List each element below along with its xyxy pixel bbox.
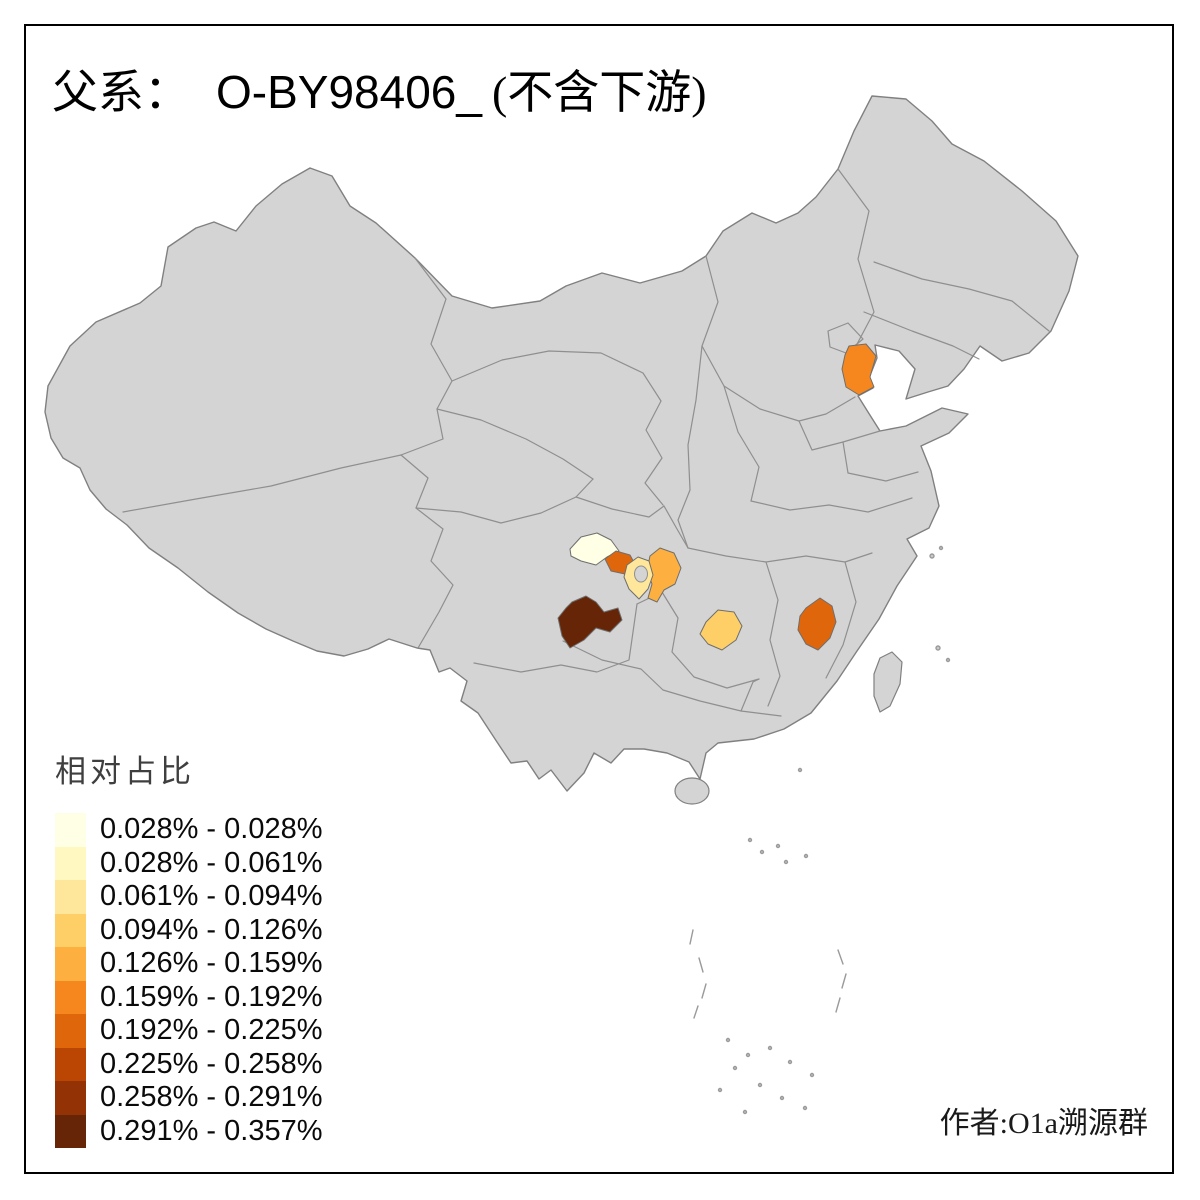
legend-item: 0.159% - 0.192% xyxy=(55,980,323,1014)
legend-label: 0.291% - 0.357% xyxy=(100,1114,323,1147)
legend-title: 相对占比 xyxy=(55,754,195,789)
legend-item: 0.258% - 0.291% xyxy=(55,1081,322,1115)
legend-label: 0.028% - 0.028% xyxy=(100,813,323,846)
map-region-7 xyxy=(699,609,743,651)
legend-item: 0.028% - 0.061% xyxy=(55,846,323,880)
islands xyxy=(674,545,951,1115)
hainan-island xyxy=(674,777,710,805)
no-data-enclave xyxy=(634,565,648,583)
legend: 相对占比 0.028% - 0.028% 0.028% - 0.061% 0.0… xyxy=(55,746,322,1148)
color-swatch xyxy=(55,1014,86,1048)
legend-label: 0.159% - 0.192% xyxy=(100,980,323,1013)
legend-label: 0.061% - 0.094% xyxy=(100,880,323,913)
color-swatch xyxy=(55,880,86,914)
title-suffix: (不含下游) xyxy=(491,67,707,118)
province-boundaries xyxy=(122,168,1050,717)
legend-item: 0.126% - 0.159% xyxy=(55,947,322,981)
page-title: 父系： O-BY98406_ (不含下游) xyxy=(52,56,707,122)
color-swatch xyxy=(55,1114,86,1148)
legend-item: 0.094% - 0.126% xyxy=(55,913,323,947)
island-specks xyxy=(689,545,951,1115)
title-haplogroup-code: O-BY98406_ xyxy=(216,66,482,118)
color-swatch xyxy=(55,846,86,880)
legend-label: 0.126% - 0.159% xyxy=(100,947,323,980)
map-region-6 xyxy=(557,595,623,649)
color-swatch xyxy=(55,1047,86,1081)
color-swatch xyxy=(55,1081,86,1115)
color-swatch xyxy=(55,980,86,1014)
color-swatch xyxy=(55,813,86,847)
legend-item: 0.225% - 0.258% xyxy=(55,1047,323,1081)
legend-item: 0.061% - 0.094% xyxy=(55,880,322,914)
legend-label: 0.225% - 0.258% xyxy=(100,1047,323,1080)
title-prefix: 父系： xyxy=(52,67,190,118)
legend-label: 0.028% - 0.061% xyxy=(100,846,323,879)
author-credit: 作者:O1a溯源群 xyxy=(939,1107,1148,1140)
color-swatch xyxy=(55,913,86,947)
legend-label: 0.192% - 0.225% xyxy=(100,1014,323,1047)
map-region-1 xyxy=(841,343,877,396)
legend-item: 0.192% - 0.225% xyxy=(55,1014,322,1048)
taiwan-island xyxy=(873,651,903,713)
legend-label: 0.258% - 0.291% xyxy=(100,1081,323,1114)
legend-item: 0.028% - 0.028% xyxy=(55,813,322,847)
color-swatch xyxy=(55,947,86,981)
legend-item: 0.291% - 0.357% xyxy=(55,1114,323,1148)
map-region-8 xyxy=(797,597,837,651)
legend-label: 0.094% - 0.126% xyxy=(100,913,323,946)
mainland-outline xyxy=(44,95,1079,792)
